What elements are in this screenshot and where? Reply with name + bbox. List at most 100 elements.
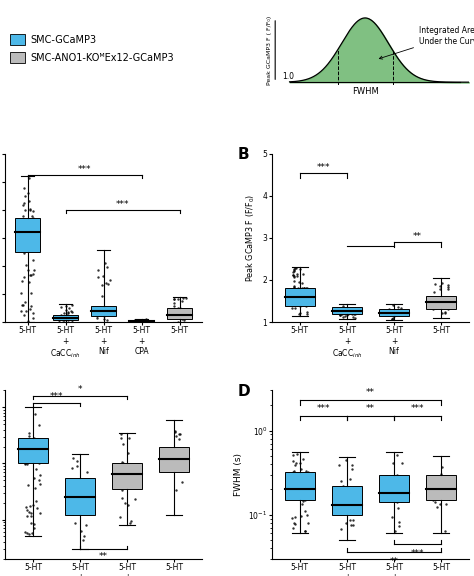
Point [394,306,402,316]
Point [20,311,28,320]
Point [337,308,345,317]
Point [296,308,304,317]
Point [288,486,295,495]
Point [436,499,443,509]
Point [28,241,36,250]
Point [20,199,27,208]
Point [297,495,305,504]
Text: **: ** [366,388,375,397]
Point [25,237,33,246]
Point [396,475,404,484]
Point [430,494,438,503]
Point [179,293,187,302]
Point [392,310,400,319]
Bar [15,218,40,252]
Point [337,498,345,507]
Point [179,478,186,487]
Point [344,310,351,319]
Point [171,463,178,472]
Point [62,301,70,310]
Point [336,303,344,312]
Point [25,457,33,466]
Point [293,272,301,281]
Point [100,272,107,281]
Point [31,410,38,419]
Point [170,298,178,308]
Point [28,448,36,457]
Point [34,435,42,444]
Point [28,240,36,249]
Point [176,306,183,316]
Point [348,309,356,318]
Point [299,454,306,464]
Point [170,295,178,304]
Point [384,309,392,318]
Point [299,270,307,279]
Point [301,300,308,309]
Point [130,482,137,491]
Y-axis label: Peak GCaMP3 F (F/F$_0$): Peak GCaMP3 F (F/F$_0$) [245,194,257,282]
Point [397,306,405,315]
Point [432,484,439,493]
Point [59,315,66,324]
Text: ***: *** [317,404,330,413]
Point [27,518,35,528]
Point [301,526,309,535]
Point [164,450,172,459]
Point [29,501,36,510]
Bar [379,475,409,502]
Point [303,309,310,318]
Point [389,313,397,323]
Point [173,432,180,441]
Point [437,285,444,294]
Point [298,278,306,287]
Point [351,489,359,498]
Point [292,293,300,302]
Point [303,293,311,302]
Bar [426,475,456,500]
Point [302,467,310,476]
Point [121,473,128,483]
Point [21,447,29,456]
Point [77,526,84,536]
Text: ***: *** [411,548,424,558]
Point [23,443,31,452]
Point [296,296,303,305]
Text: ***: *** [411,404,424,413]
Point [124,500,131,509]
Point [119,459,127,468]
Point [288,291,296,301]
Point [339,313,347,322]
Point [123,462,130,471]
Point [119,439,127,449]
Point [68,488,76,498]
Point [22,450,30,460]
Point [173,451,180,460]
Point [20,183,28,192]
Point [29,436,37,445]
Point [438,297,446,306]
Point [393,471,401,480]
Point [36,420,43,430]
Point [297,285,305,294]
Point [118,493,125,502]
Point [23,227,30,236]
Point [177,457,184,467]
Point [23,511,31,521]
Point [176,449,183,458]
Point [96,306,104,315]
Point [132,317,139,327]
Point [20,249,28,258]
Point [30,446,37,456]
Point [436,282,444,291]
Point [291,518,298,528]
Point [337,476,345,486]
Point [384,307,392,316]
Point [434,493,442,502]
Point [393,480,401,489]
Point [290,300,297,309]
Point [296,297,304,306]
Point [343,485,351,494]
Point [25,507,33,517]
Point [390,312,398,321]
